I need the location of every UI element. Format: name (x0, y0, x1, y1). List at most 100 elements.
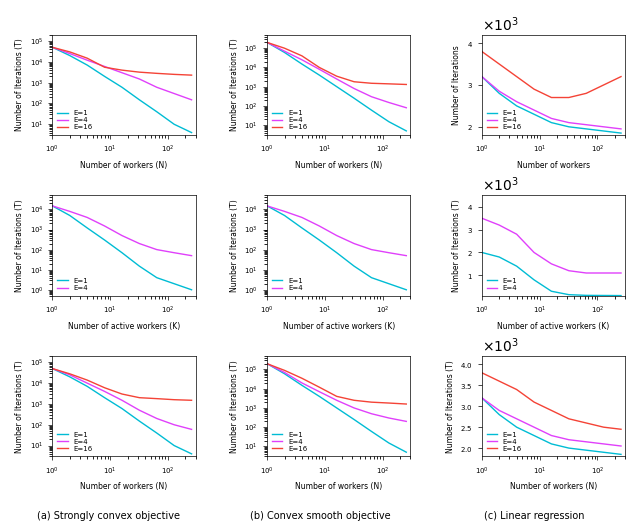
E=16 (385, 81, 393, 87)
E=1 (281, 371, 289, 377)
E=4 (582, 270, 590, 276)
E=1 (66, 374, 74, 380)
Line: E=4: E=4 (482, 77, 621, 129)
E=1 (530, 432, 538, 438)
E=4 (548, 115, 556, 122)
E=1 (513, 103, 520, 109)
E=4 (495, 88, 503, 94)
Y-axis label: Number of Iterations (T): Number of Iterations (T) (230, 199, 239, 292)
E=1 (100, 237, 108, 243)
Legend: E=1, E=4: E=1, E=4 (485, 277, 519, 292)
E=16 (100, 64, 108, 70)
Legend: E=1, E=4, E=16: E=1, E=4, E=16 (271, 109, 308, 132)
E=16 (478, 49, 486, 55)
E=16 (100, 385, 108, 391)
E=4 (385, 250, 393, 256)
Line: E=1: E=1 (267, 42, 406, 131)
E=16 (49, 44, 56, 51)
E=16 (66, 371, 74, 377)
E=4 (316, 66, 323, 73)
E=16 (385, 400, 393, 406)
E=4 (617, 443, 625, 449)
E=1 (170, 443, 178, 449)
Line: E=1: E=1 (482, 398, 621, 454)
E=16 (617, 426, 625, 432)
E=1 (118, 250, 126, 256)
E=1 (153, 430, 161, 436)
Y-axis label: Number of Iterations (T): Number of Iterations (T) (15, 39, 24, 132)
E=4 (385, 415, 393, 421)
E=1 (403, 128, 410, 134)
E=1 (403, 449, 410, 455)
E=1 (49, 44, 56, 51)
E=16 (170, 71, 178, 77)
E=1 (495, 90, 503, 97)
E=16 (582, 420, 590, 426)
E=4 (403, 104, 410, 111)
E=4 (600, 441, 607, 447)
E=16 (600, 424, 607, 430)
E=1 (298, 382, 306, 388)
E=1 (333, 84, 340, 90)
E=4 (281, 370, 289, 376)
Line: E=4: E=4 (52, 206, 191, 256)
E=4 (49, 203, 56, 209)
X-axis label: Number of workers (N): Number of workers (N) (510, 482, 597, 491)
E=4 (565, 120, 573, 126)
E=1 (385, 440, 393, 446)
E=4 (333, 76, 340, 82)
E=4 (118, 232, 126, 239)
E=4 (281, 208, 289, 215)
Line: E=4: E=4 (52, 48, 191, 100)
E=4 (333, 397, 340, 404)
E=1 (548, 441, 556, 447)
E=4 (49, 365, 56, 372)
E=4 (263, 39, 271, 45)
E=1 (263, 203, 271, 209)
E=4 (136, 76, 143, 82)
E=4 (600, 270, 607, 276)
E=16 (600, 82, 607, 88)
E=1 (495, 411, 503, 418)
Legend: E=1, E=4, E=16: E=1, E=4, E=16 (56, 430, 94, 453)
Line: E=1: E=1 (267, 206, 406, 290)
E=16 (333, 393, 340, 399)
E=1 (617, 451, 625, 457)
Line: E=16: E=16 (52, 48, 191, 75)
E=1 (350, 95, 358, 101)
Y-axis label: Number of Iterations (T): Number of Iterations (T) (15, 360, 24, 453)
E=1 (281, 212, 289, 219)
E=1 (118, 84, 126, 90)
E=4 (66, 51, 74, 57)
E=4 (136, 407, 143, 413)
E=4 (188, 253, 195, 259)
Line: E=1: E=1 (52, 369, 191, 454)
E=1 (478, 250, 486, 256)
E=1 (600, 128, 607, 134)
E=4 (170, 90, 178, 97)
Y-axis label: Number of Iterations: Number of Iterations (452, 45, 461, 125)
E=1 (136, 418, 143, 424)
E=4 (548, 260, 556, 267)
E=4 (367, 93, 375, 100)
Line: E=4: E=4 (267, 206, 406, 256)
E=1 (100, 73, 108, 79)
E=1 (513, 424, 520, 430)
E=4 (478, 74, 486, 80)
E=4 (263, 203, 271, 209)
E=1 (333, 250, 340, 256)
Y-axis label: Number of Iterations (T): Number of Iterations (T) (452, 199, 461, 292)
X-axis label: Number of workers (N): Number of workers (N) (81, 161, 168, 170)
E=4 (170, 250, 178, 256)
Y-axis label: Number of Iterations (T): Number of Iterations (T) (230, 39, 239, 132)
E=1 (49, 203, 56, 209)
E=16 (548, 407, 556, 413)
Line: E=1: E=1 (52, 206, 191, 290)
E=1 (316, 237, 323, 243)
E=4 (118, 69, 126, 76)
X-axis label: Number of workers: Number of workers (517, 161, 590, 170)
Line: E=16: E=16 (482, 373, 621, 429)
E=1 (188, 450, 195, 457)
E=1 (263, 39, 271, 45)
Line: E=1: E=1 (482, 77, 621, 133)
